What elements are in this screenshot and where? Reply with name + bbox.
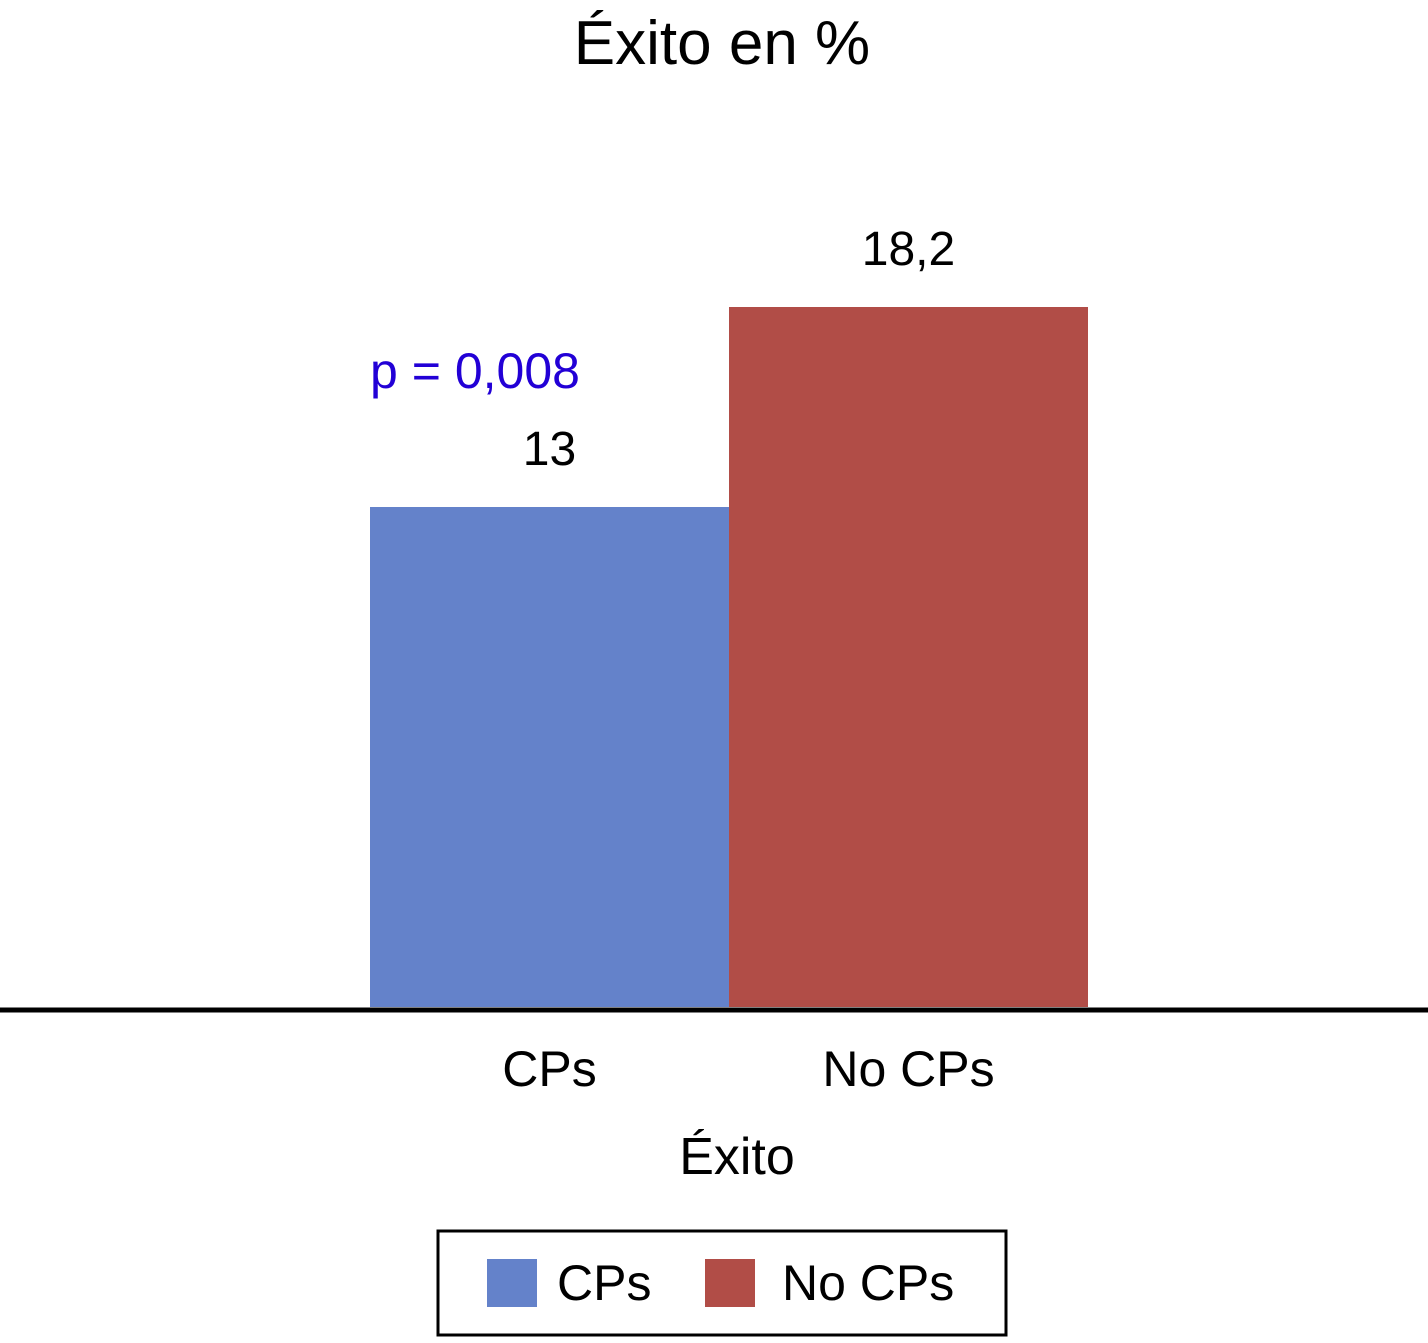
legend: CPs No CPs <box>436 1229 1008 1337</box>
bar-cps <box>370 507 729 1007</box>
bar-no-cps <box>729 307 1088 1007</box>
tick-labels-layer: CPs No CPs <box>502 1041 994 1097</box>
legend-label-cps: CPs <box>557 1255 651 1311</box>
legend-swatch-cps <box>487 1259 537 1307</box>
x-axis-label: Éxito <box>679 1128 795 1186</box>
tick-label-no-cps: No CPs <box>822 1041 994 1097</box>
value-label-cps: 13 <box>523 423 576 476</box>
legend-swatch-no-cps <box>705 1259 755 1307</box>
value-labels-layer: 13 18,2 <box>523 223 955 476</box>
legend-label-no-cps: No CPs <box>782 1255 954 1311</box>
chart-title: Éxito en % <box>574 9 870 78</box>
p-value-annotation: p = 0,008 <box>370 343 580 399</box>
tick-label-cps: CPs <box>502 1041 596 1097</box>
bars-layer <box>370 307 1088 1007</box>
value-label-no-cps: 18,2 <box>862 223 955 276</box>
